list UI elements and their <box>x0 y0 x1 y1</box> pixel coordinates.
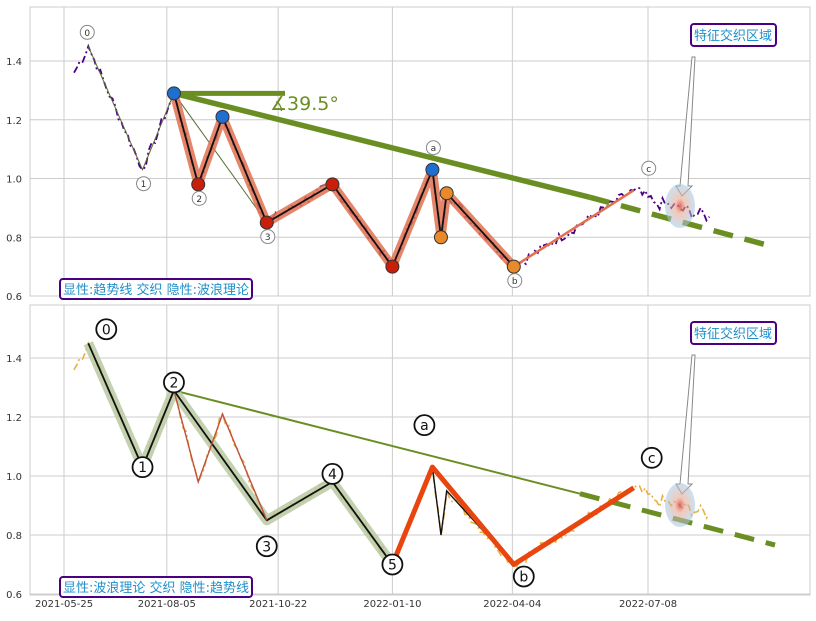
wave-core-line <box>173 93 515 268</box>
impulse-thin-line <box>87 46 268 223</box>
wave-label-circle <box>413 414 436 437</box>
wave-label: 0 <box>102 322 111 338</box>
wave-label: 3 <box>265 233 271 243</box>
wave-label: 2 <box>169 375 178 391</box>
sub-wave-line <box>173 390 268 521</box>
x-tick-label: 2021-10-22 <box>249 599 307 610</box>
wave-label: 5 <box>388 558 397 574</box>
y-tick-label: 1.0 <box>6 175 22 186</box>
wave-label: 2 <box>196 195 202 205</box>
wave-label: 4 <box>328 467 337 483</box>
corrective-abc-line <box>390 464 636 567</box>
wave-label-circle <box>163 371 185 394</box>
wave-label-circle <box>131 456 154 479</box>
extreme-marker <box>433 230 448 245</box>
extreme-marker <box>385 259 400 274</box>
impulse-core-line <box>87 342 394 566</box>
trendline-thin <box>173 389 581 495</box>
footer-box-top-label: 显性:趋势线 交织 隐性:波浪理论 <box>63 282 249 298</box>
extreme-marker <box>439 186 454 201</box>
wave-label-circle <box>507 273 523 289</box>
wave-c-line <box>513 189 635 268</box>
extreme-marker <box>325 177 340 192</box>
panel-bottom: 0.60.81.01.21.4 2021-05-25 2021-08-05 2021… <box>6 304 811 610</box>
region-box-bottom-label: 特征交织区域 <box>694 326 772 342</box>
wave-label-circle <box>321 462 344 485</box>
wave-label-circle <box>425 140 441 156</box>
region-box-top: 特征交织区域 <box>665 23 777 228</box>
wave-label-circle <box>640 446 663 469</box>
footer-box-top: 显性:趋势线 交织 隐性:波浪理论 <box>59 278 253 300</box>
x-tick-label: 2021-08-05 <box>138 599 196 610</box>
wave-label: 0 <box>84 29 90 39</box>
panel-top-y-ticks: 0.6 0.8 1.0 1.2 1.4 <box>6 57 22 303</box>
y-tick-label: 1.2 <box>6 413 22 424</box>
panel-bottom-frame <box>29 304 811 596</box>
extreme-marker <box>191 177 206 192</box>
wave-label-circle <box>512 565 535 588</box>
extreme-marker <box>425 162 440 177</box>
panel-top: 0.6 0.8 1.0 1.2 1.4 0 1 2 3 a b c ∡39.5° 特征交织区域 显性… <box>6 6 811 303</box>
x-tick-label: 2021-05-25 <box>35 599 93 610</box>
extreme-marker <box>166 86 181 101</box>
wave-label: 1 <box>138 460 147 476</box>
x-axis-ticks: 2021-05-25 2021-08-05 2021-10-22 2022-01-10… <box>35 599 677 610</box>
panel-bottom-y-ticks: 0.6 0.8 1.0 1.2 1.4 <box>6 354 22 601</box>
panel-top-trendline <box>173 90 776 250</box>
region-blob-bottom <box>665 483 695 527</box>
panel-bottom-wave-labels: 0 1 2 3 4 5 a b c <box>95 318 663 588</box>
trendline-solid <box>173 90 591 200</box>
wave-label-circle <box>79 24 95 40</box>
wave-label: 1 <box>141 180 147 190</box>
footer-box-bottom-label: 显性:波浪理论 交织 隐性:趋势线 <box>63 580 249 596</box>
panel-top-wave-series <box>87 46 635 274</box>
region-blob-top <box>665 184 695 228</box>
y-tick-label: 1.4 <box>6 354 22 365</box>
wave-label: a <box>431 144 437 154</box>
extreme-marker <box>259 215 274 230</box>
panel-bottom-wave-series <box>83 341 636 568</box>
wave-label-circle <box>255 535 278 558</box>
wave-label-circle <box>260 229 276 245</box>
x-tick-label: 2022-07-08 <box>619 599 677 610</box>
y-tick-label: 0.8 <box>6 233 22 244</box>
wave-label: c <box>646 165 651 175</box>
footer-box-top-frame <box>59 278 253 300</box>
wave-label: b <box>519 570 528 586</box>
region-box-top-label: 特征交织区域 <box>694 28 772 44</box>
x-tick-label: 2022-04-04 <box>483 599 541 610</box>
extreme-marker <box>215 109 230 124</box>
wave-label-circle <box>136 176 152 192</box>
y-tick-label: 0.8 <box>6 531 22 542</box>
region-box-top-frame <box>690 23 777 47</box>
panel-top-wave-labels: 0 1 2 3 a b c <box>79 24 657 289</box>
panel-top-frame <box>29 6 811 297</box>
angle-label: ∡39.5° <box>270 93 339 115</box>
wave-label-circle <box>191 190 207 206</box>
footer-box-bottom-frame <box>59 576 253 598</box>
y-tick-label: 1.2 <box>6 116 22 127</box>
wave-label: a <box>420 418 429 434</box>
wave-label-circle <box>95 318 118 341</box>
panel-bottom-price-series <box>73 340 711 568</box>
y-tick-label: 0.6 <box>6 590 22 601</box>
footer-box-bottom: 显性:波浪理论 交织 隐性:趋势线 <box>59 576 253 598</box>
wave-label-circle <box>381 553 404 576</box>
wave-label-circle <box>641 160 657 176</box>
wave-label: 3 <box>262 539 271 555</box>
x-tick-label: 2022-01-10 <box>363 599 421 610</box>
region-box-bottom: 特征交织区域 <box>665 321 777 527</box>
price-line <box>73 340 711 568</box>
wave-label: c <box>648 451 656 467</box>
extreme-marker <box>506 259 521 274</box>
wave-label: b <box>512 277 518 287</box>
region-box-bottom-frame <box>690 321 777 345</box>
y-tick-label: 1.0 <box>6 472 22 483</box>
y-tick-label: 0.6 <box>6 292 22 303</box>
y-tick-label: 1.4 <box>6 57 22 68</box>
